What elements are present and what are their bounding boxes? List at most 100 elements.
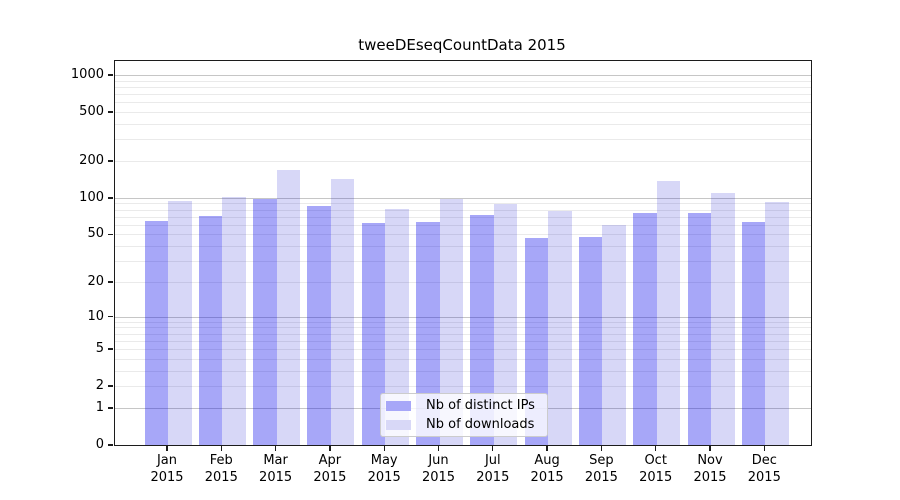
y-tick-label: 0 xyxy=(95,437,104,452)
gridline-minor xyxy=(115,340,811,342)
y-tick-mark xyxy=(108,111,113,113)
gridline-minor xyxy=(115,209,811,211)
gridline-minor xyxy=(115,94,811,96)
y-tick-label: 10 xyxy=(87,308,104,324)
x-tick-label: Nov 2015 xyxy=(693,453,727,485)
x-tick-mark xyxy=(437,445,440,451)
bar-distinct-ips-feb-2015 xyxy=(198,215,223,445)
x-tick-label: Feb 2015 xyxy=(204,453,238,485)
x-tick-mark xyxy=(329,445,331,451)
gridline-minor xyxy=(115,327,811,329)
gridline-minor xyxy=(115,123,811,125)
x-tick-mark xyxy=(709,445,711,451)
x-tick-mark xyxy=(600,445,603,451)
bar-distinct-ips-may-2015 xyxy=(361,223,386,445)
gridline-minor xyxy=(115,321,811,323)
x-tick-label: Jul 2015 xyxy=(476,453,510,485)
bar-downloads-mar-2015 xyxy=(276,169,301,445)
x-tick-label: Jan 2015 xyxy=(150,453,184,485)
gridline-minor xyxy=(115,224,811,226)
x-tick-mark xyxy=(546,445,548,451)
y-tick-mark xyxy=(108,74,113,76)
bar-downloads-dec-2015 xyxy=(765,202,789,445)
x-tick-mark xyxy=(492,445,494,451)
y-tick-label: 500 xyxy=(79,104,104,120)
legend-label-downloads: Nb of downloads xyxy=(426,417,535,432)
gridline-major xyxy=(115,316,811,318)
x-tick-mark xyxy=(166,445,168,451)
y-tick-mark xyxy=(108,444,113,446)
y-tick-mark xyxy=(108,385,113,387)
x-tick-mark xyxy=(763,445,765,451)
gridline-minor xyxy=(115,333,811,335)
gridline-minor xyxy=(115,370,811,372)
x-tick-label: Dec 2015 xyxy=(747,453,781,485)
gridline-minor xyxy=(115,139,811,141)
gridline-minor xyxy=(115,358,811,360)
legend-item-downloads: Nb of downloads xyxy=(386,417,541,432)
y-tick-mark xyxy=(108,348,113,350)
y-tick-label: 1 xyxy=(95,399,104,415)
y-tick-label: 200 xyxy=(79,152,104,168)
bar-downloads-jun-2015 xyxy=(439,199,463,445)
x-tick-label: Mar 2015 xyxy=(259,453,293,485)
legend: Nb of distinct IPs Nb of downloads xyxy=(380,393,548,437)
gridline-minor xyxy=(115,349,811,351)
legend-swatch-distinct-ips xyxy=(386,400,411,411)
bar-downloads-jul-2015 xyxy=(493,204,518,445)
bar-downloads-aug-2015 xyxy=(548,211,572,445)
x-tick-label: May 2015 xyxy=(367,453,401,485)
plot-area: Nb of distinct IPs Nb of downloads xyxy=(114,60,812,446)
bar-downloads-jan-2015 xyxy=(168,201,192,445)
gridline-minor xyxy=(115,80,811,82)
x-tick-label: Oct 2015 xyxy=(639,453,673,485)
x-tick-label: Sep 2015 xyxy=(584,453,618,485)
bar-distinct-ips-apr-2015 xyxy=(307,206,331,445)
x-tick-mark xyxy=(274,445,277,451)
gridline-minor xyxy=(115,102,811,104)
y-tick-label: 5 xyxy=(95,341,104,357)
gridline-minor xyxy=(115,281,811,283)
x-tick-label: Apr 2015 xyxy=(313,453,347,485)
bar-downloads-oct-2015 xyxy=(656,181,681,445)
bar-distinct-ips-sep-2015 xyxy=(578,236,603,445)
gridline-minor xyxy=(115,203,811,205)
legend-label-distinct-ips: Nb of distinct IPs xyxy=(426,398,535,413)
bar-distinct-ips-oct-2015 xyxy=(633,213,657,445)
gridline-minor xyxy=(115,216,811,218)
y-tick-label: 2 xyxy=(95,378,104,394)
y-tick-label: 20 xyxy=(87,273,104,289)
y-tick-mark xyxy=(108,233,113,236)
x-tick-mark xyxy=(383,445,385,451)
y-tick-label: 1000 xyxy=(70,67,104,82)
bar-downloads-feb-2015 xyxy=(222,197,246,445)
y-tick-mark xyxy=(108,197,113,199)
gridline-major xyxy=(115,75,811,76)
bar-downloads-nov-2015 xyxy=(711,192,735,445)
gridline-minor xyxy=(115,386,811,388)
bar-distinct-ips-mar-2015 xyxy=(253,199,277,445)
gridline-major xyxy=(115,197,811,199)
y-tick-mark xyxy=(108,281,113,283)
bar-downloads-apr-2015 xyxy=(330,179,355,445)
gridline-minor xyxy=(115,112,811,114)
gridline-minor xyxy=(115,246,811,248)
chart-title: tweeDEseqCountData 2015 xyxy=(358,36,566,54)
bar-downloads-sep-2015 xyxy=(602,224,626,445)
x-tick-label: Aug 2015 xyxy=(530,453,564,485)
bar-distinct-ips-dec-2015 xyxy=(741,222,766,445)
gridline-minor xyxy=(115,261,811,263)
bar-distinct-ips-jun-2015 xyxy=(416,222,440,445)
y-tick-mark xyxy=(108,407,113,409)
bar-distinct-ips-jan-2015 xyxy=(144,220,168,445)
bar-distinct-ips-nov-2015 xyxy=(687,213,711,445)
y-tick-mark xyxy=(108,160,113,162)
x-tick-mark xyxy=(220,445,222,451)
bar-distinct-ips-jul-2015 xyxy=(470,214,494,445)
x-tick-mark xyxy=(655,445,657,451)
gridline-minor xyxy=(115,234,811,236)
y-tick-label: 100 xyxy=(79,189,104,205)
legend-swatch-downloads xyxy=(386,419,411,430)
gridline-minor xyxy=(115,86,811,88)
